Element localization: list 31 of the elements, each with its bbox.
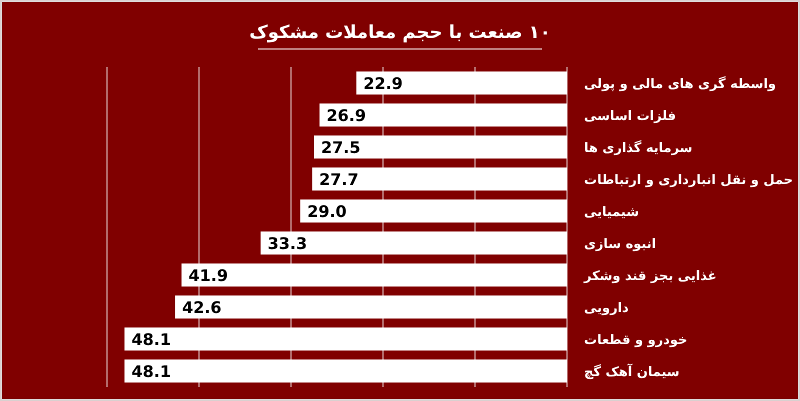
y-tick-label: فلزات اساسی	[584, 109, 676, 124]
y-tick-label: غذایی بجز قند وشکر	[583, 269, 717, 284]
data-label: 27.7	[319, 170, 359, 189]
y-tick-label: دارویی	[584, 301, 630, 316]
y-tick-label: سرمایه گذاری ها	[584, 140, 692, 156]
bar	[175, 295, 567, 319]
data-label: 33.3	[268, 234, 308, 253]
y-tick-label: واسطه گری های مالی و پولی	[584, 76, 776, 92]
data-label: 22.9	[363, 74, 403, 93]
y-tick-label: خودرو و قطعات	[584, 333, 688, 348]
y-tick-label: شیمیایی	[584, 205, 640, 220]
bar	[124, 327, 567, 351]
bar	[312, 167, 567, 191]
y-tick-label: حمل و نقل انبارداری و ارتباطات	[584, 173, 794, 188]
data-label: 48.1	[131, 362, 171, 381]
bar	[356, 71, 567, 95]
data-label: 29.0	[307, 202, 347, 221]
bar	[320, 103, 567, 127]
bar	[260, 231, 567, 255]
data-label: 26.9	[326, 106, 366, 125]
y-tick-label: انبوه سازی	[584, 237, 656, 252]
bar	[300, 199, 567, 223]
data-label: 41.9	[188, 266, 228, 285]
chart-title: ۱۰ صنعت با حجم معاملات مشکوک	[249, 22, 551, 43]
bar	[314, 135, 567, 159]
bar	[124, 359, 567, 383]
y-tick-label: سیمان آهک گچ	[584, 363, 680, 380]
data-label: 48.1	[131, 330, 171, 349]
data-label: 27.5	[321, 138, 360, 157]
data-label: 42.6	[182, 298, 222, 317]
bar	[182, 263, 567, 287]
